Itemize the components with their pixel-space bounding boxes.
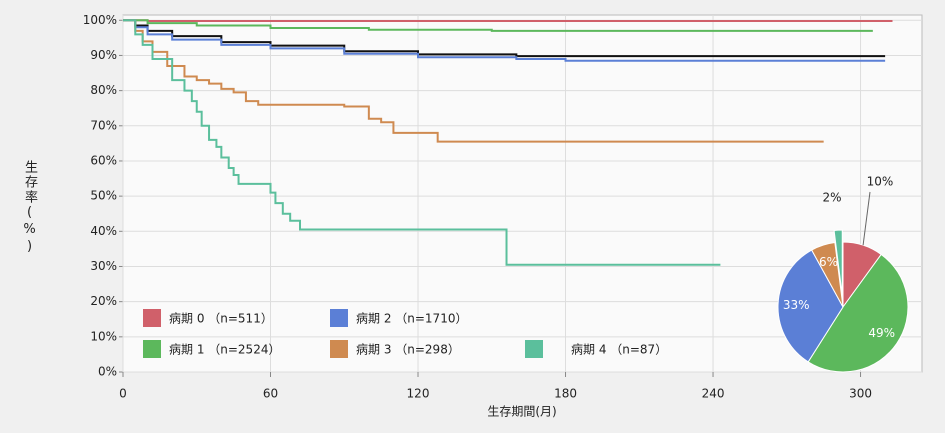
y-tick-label: 60% (90, 153, 117, 167)
y-tick-label: 50% (90, 189, 117, 203)
survival-curve (123, 19, 886, 62)
pie-slice (807, 253, 909, 373)
legend-swatch (330, 340, 348, 358)
y-tick-label: 90% (90, 48, 117, 62)
legend-label: 病期 4 （n=87） (571, 342, 667, 357)
y-tick-label: 40% (90, 224, 117, 238)
y-tick-label: 30% (90, 259, 117, 273)
survival-curve (123, 19, 886, 58)
y-tick-label: 80% (90, 83, 117, 97)
pie-label: 10% (867, 175, 894, 189)
x-tick-label: 240 (702, 387, 725, 401)
legend-label: 病期 3 （n=298） (356, 342, 460, 357)
y-tick-label: 20% (90, 294, 117, 308)
x-axis-label: 生存期間(月) (487, 405, 556, 419)
legend-swatch (143, 340, 161, 358)
pie-label: 33% (783, 298, 810, 312)
survival-curve (123, 19, 721, 266)
y-tick-label: 10% (90, 329, 117, 343)
pie-label: 49% (868, 326, 895, 340)
leader-line (862, 191, 871, 246)
legend-label: 病期 2 （n=1710） (356, 311, 467, 326)
x-tick-label: 60 (263, 387, 278, 401)
y-tick-label: 100% (83, 13, 117, 27)
pie-label: 2% (822, 191, 841, 205)
x-tick-label: 120 (407, 387, 430, 401)
pie-label: 6% (819, 255, 838, 269)
x-tick-label: 0 (119, 387, 127, 401)
x-tick-label: 180 (554, 387, 577, 401)
legend-label: 病期 1 （n=2524） (169, 342, 280, 357)
pie-slice (833, 229, 843, 296)
x-tick-label: 300 (849, 387, 872, 401)
y-tick-label: 0% (98, 365, 117, 379)
legend-swatch (525, 340, 543, 358)
y-axis-label: 生存率(%) (22, 160, 37, 256)
legend-swatch (330, 309, 348, 327)
y-tick-label: 70% (90, 118, 117, 132)
survival-curve (123, 19, 873, 32)
legend-label: 病期 0 （n=511） (169, 311, 273, 326)
survival-curve (123, 19, 893, 22)
pie-slice (811, 241, 844, 308)
legend-swatch (143, 309, 161, 327)
